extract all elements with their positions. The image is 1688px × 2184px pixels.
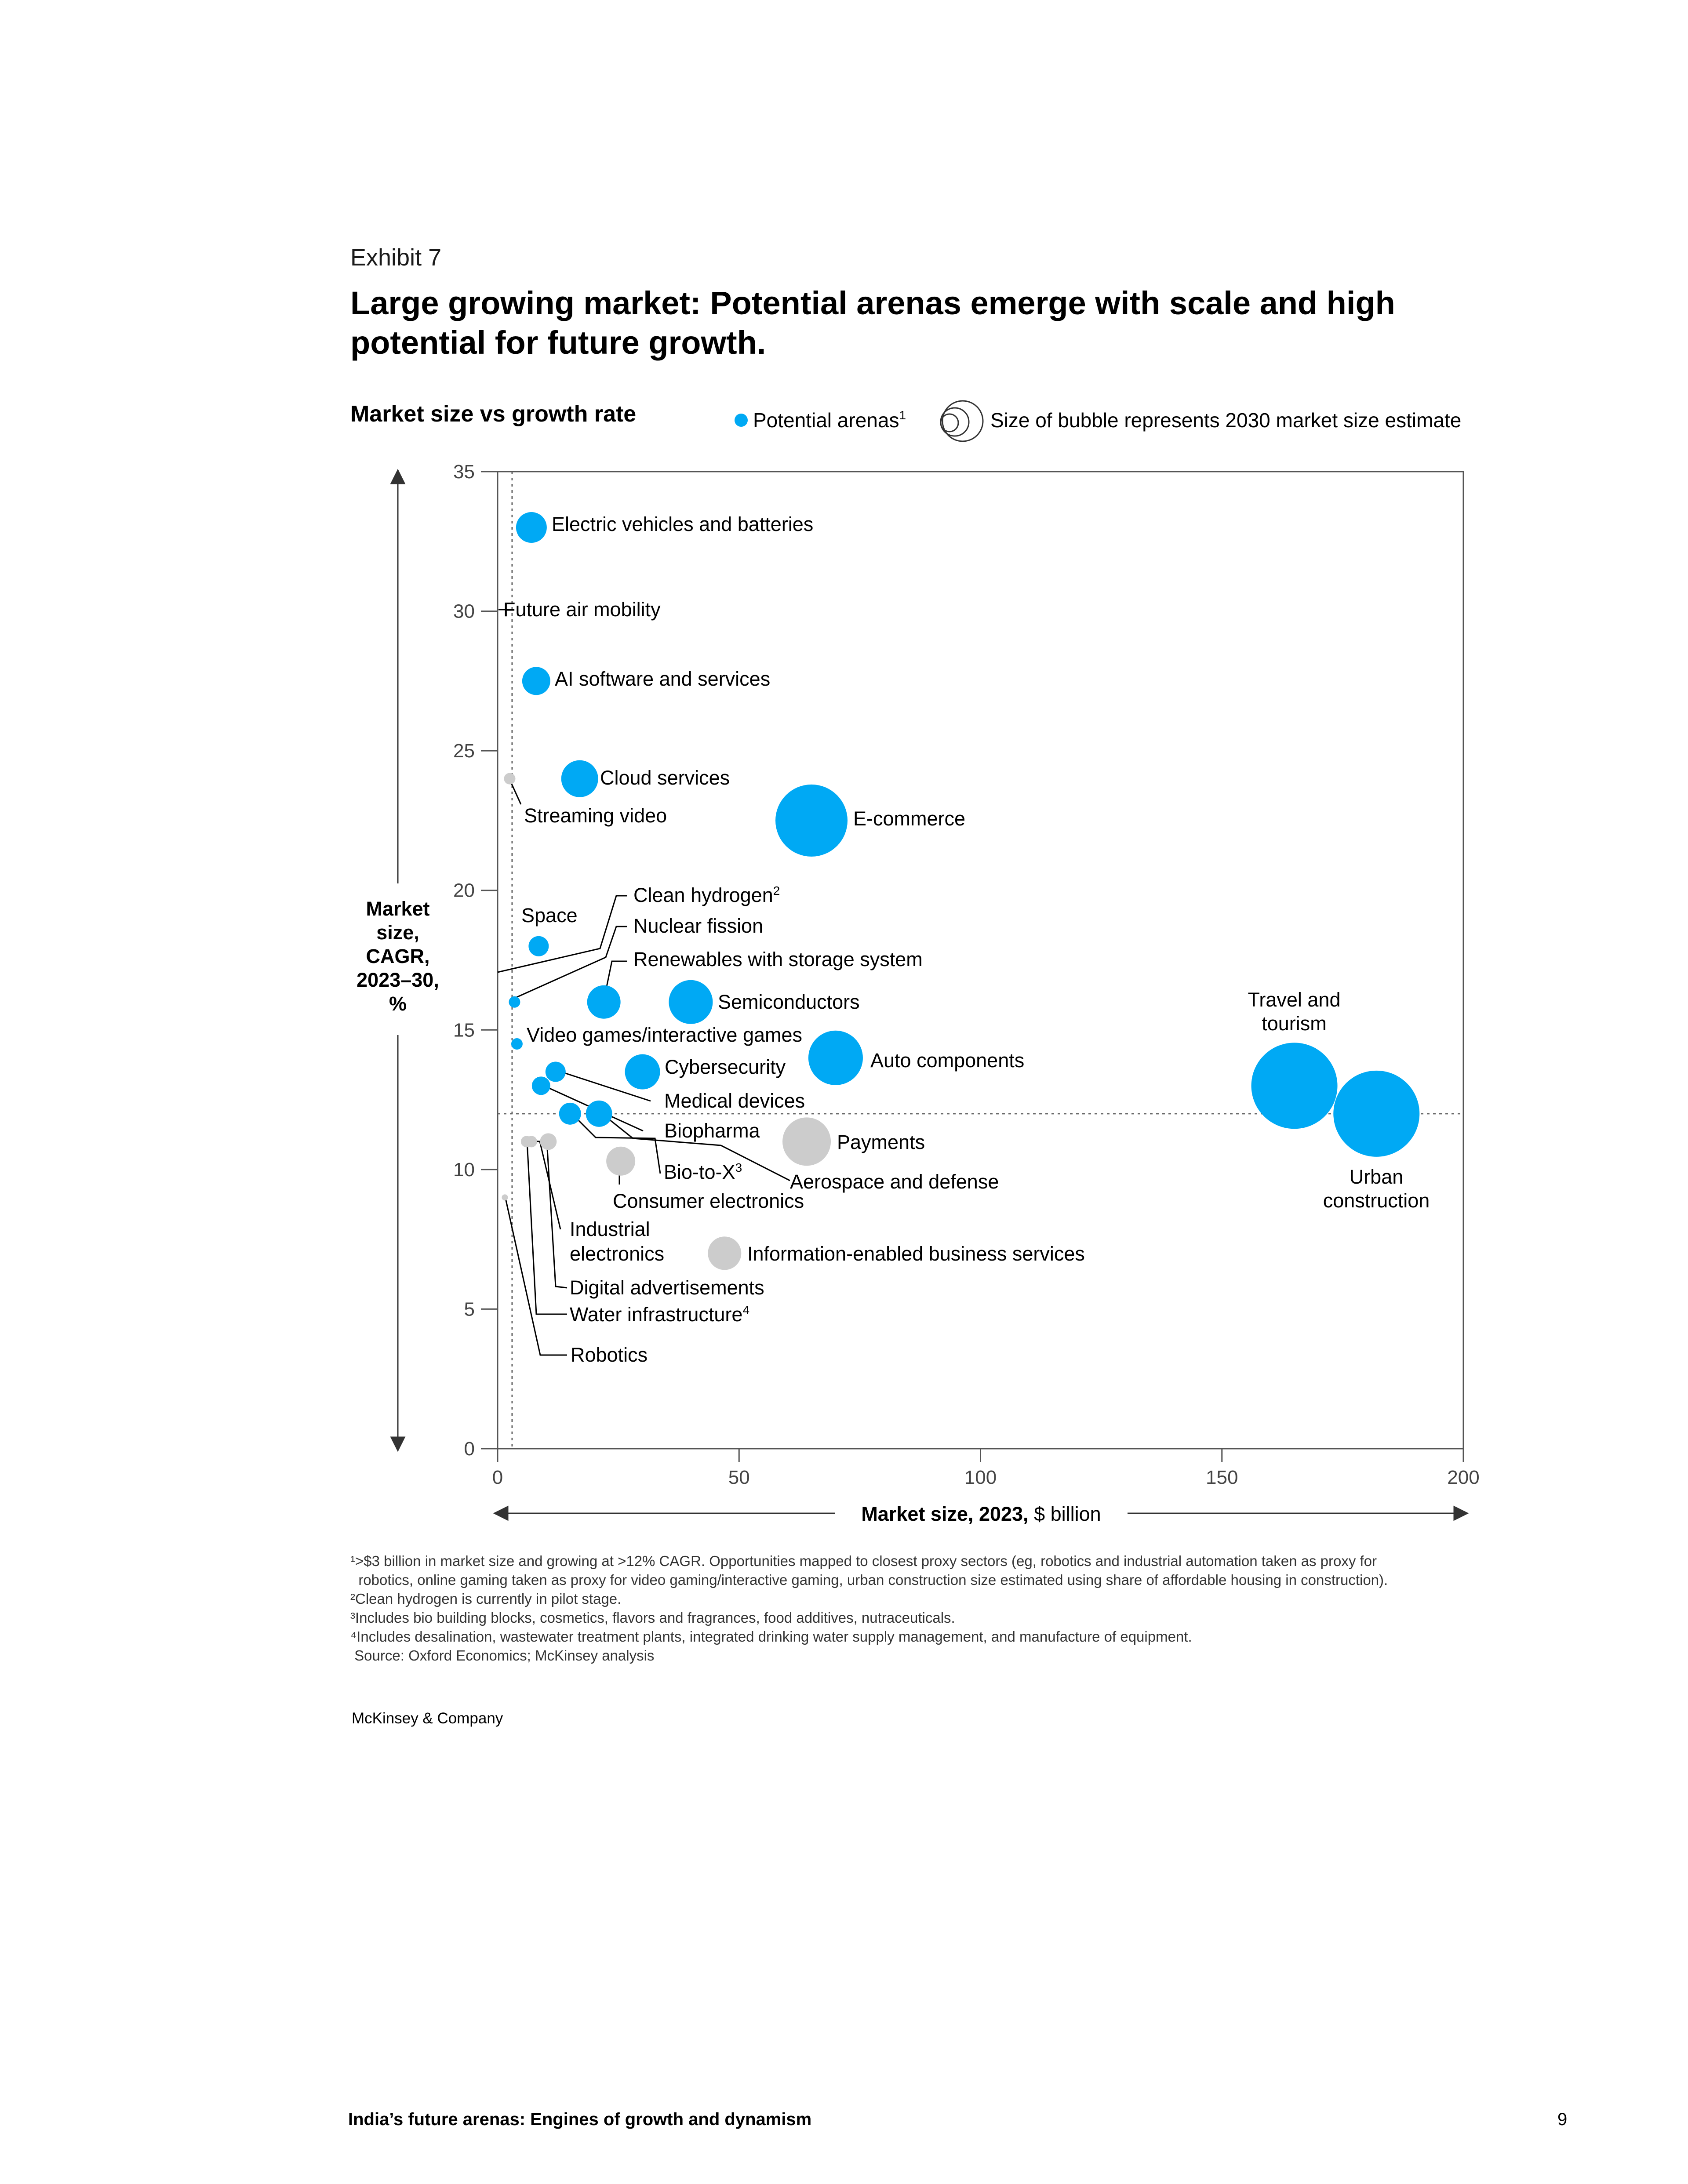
point-label: E-commerce: [853, 807, 965, 830]
point-label: Biopharma: [664, 1119, 760, 1142]
bubble-size-icon: [940, 400, 984, 442]
legend-potential-dot: [735, 414, 748, 427]
point-label: Cybersecurity: [665, 1056, 786, 1078]
y-tick-label: 25: [453, 740, 475, 762]
x-axis-arrow: [493, 1505, 1469, 1521]
x-axis-ticks: 0 50 100 150 200: [492, 1449, 1480, 1488]
footnote-1: ¹>$3 billion in market size and growing …: [350, 1553, 1377, 1569]
point-label: Clean hydrogen2: [633, 884, 780, 906]
exhibit-number: Exhibit 7: [350, 244, 442, 271]
running-title: India’s future arenas: Engines of growth…: [348, 2110, 812, 2129]
x-tick-label: 150: [1206, 1467, 1238, 1488]
y-tick-label: 10: [453, 1159, 475, 1181]
y-tick-label: 20: [453, 880, 475, 901]
bubble: [708, 1236, 742, 1270]
bubble: [586, 1100, 612, 1127]
bubble: [587, 985, 621, 1019]
source-note: Source: Oxford Economics; McKinsey analy…: [350, 1647, 655, 1664]
point-label: Video games/interactive games: [527, 1024, 802, 1046]
footnote-1-cont: robotics, online gaming taken as proxy f…: [350, 1572, 1388, 1588]
point-label: Digital advertisements: [570, 1276, 764, 1299]
chart-title: Large growing market: Potential arenas e…: [350, 285, 1395, 361]
footnote-2: ²Clean hydrogen is currently in pilot st…: [350, 1591, 622, 1607]
x-tick-label: 50: [728, 1467, 750, 1488]
point-label: Renewables with storage system: [633, 948, 923, 970]
bubble: [504, 773, 516, 785]
point-label: Auto components: [870, 1049, 1024, 1072]
leader-lines: [497, 609, 790, 1356]
bubble: [540, 1133, 557, 1150]
point-label: Payments: [837, 1131, 925, 1153]
bubble: [509, 996, 520, 1008]
footnote-4: ⁴Includes desalination, wastewater treat…: [350, 1628, 1192, 1645]
point-label: Electric vehicles and batteries: [552, 513, 813, 535]
legend-potential-label: Potential arenas1: [753, 408, 906, 432]
point-label: Future air mobility: [503, 598, 661, 621]
bubble: [525, 1136, 537, 1148]
point-label: Water infrastructure4: [570, 1303, 749, 1326]
point-label: AI software and services: [555, 668, 770, 690]
y-tick-label: 30: [453, 601, 475, 622]
bubble: [522, 667, 550, 695]
page-number: 9: [1557, 2110, 1568, 2129]
bubble: [808, 1030, 863, 1085]
legend: Potential arenas1 Size of bubble represe…: [735, 400, 1461, 442]
point-label: Information-enabled business services: [747, 1243, 1085, 1265]
bubble: [528, 936, 549, 956]
point-label: Medical devices: [664, 1090, 805, 1112]
y-axis-ticks: 0 5 10 15 20 25 30 35: [453, 461, 498, 1460]
point-labels: Electric vehicles and batteries Future ai…: [503, 513, 1430, 1366]
point-label: Cloud services: [600, 767, 730, 789]
bubble: [516, 512, 547, 543]
bubble: [1251, 1043, 1338, 1129]
y-axis-label: Market size, CAGR, 2023–30,%: [357, 898, 439, 1015]
y-tick-label: 15: [453, 1019, 475, 1041]
bubble: [625, 1054, 660, 1090]
x-tick-label: 0: [492, 1467, 503, 1488]
y-tick-label: 35: [453, 461, 475, 483]
x-tick-label: 200: [1447, 1467, 1479, 1488]
point-label: Consumer electronics: [613, 1190, 804, 1212]
chart-subtitle: Market size vs growth rate: [350, 401, 637, 427]
point-label: Space: [521, 904, 578, 927]
point-label: Industrial electronics: [570, 1218, 664, 1265]
x-tick-label: 100: [964, 1467, 997, 1488]
bubble: [669, 980, 713, 1024]
bubble: [606, 1146, 636, 1176]
bubble: [559, 1102, 581, 1125]
bubble: [1333, 1070, 1420, 1157]
bubble: [502, 1194, 508, 1201]
footnote-3: ³Includes bio building blocks, cosmetics…: [350, 1610, 955, 1626]
point-label: Bio-to-X3: [664, 1161, 742, 1183]
brand-name: McKinsey & Company: [352, 1710, 503, 1727]
point-label: Robotics: [571, 1344, 648, 1366]
point-label: Aerospace and defense: [790, 1170, 999, 1193]
legend-size-label: Size of bubble represents 2030 market si…: [990, 409, 1461, 432]
bubble: [782, 1117, 831, 1166]
bubble: [545, 1061, 566, 1082]
y-axis-arrow: [390, 469, 406, 1452]
point-label: Travel and tourism: [1248, 988, 1341, 1035]
x-axis-label: Market size, 2023, $ billion: [861, 1503, 1101, 1525]
point-label: Urban construction: [1323, 1166, 1430, 1212]
y-tick-label: 5: [464, 1298, 475, 1320]
y-tick-label: 0: [464, 1438, 475, 1460]
bubble: [511, 1038, 523, 1050]
bubbles: [502, 512, 1420, 1270]
point-label: Nuclear fission: [633, 915, 763, 937]
bubble: [561, 760, 598, 797]
point-label: Semiconductors: [718, 991, 860, 1013]
point-label: Streaming video: [524, 804, 667, 827]
footnotes: ¹>$3 billion in market size and growing …: [350, 1552, 1388, 1665]
bubble: [775, 784, 848, 857]
bubble: [531, 1076, 550, 1095]
